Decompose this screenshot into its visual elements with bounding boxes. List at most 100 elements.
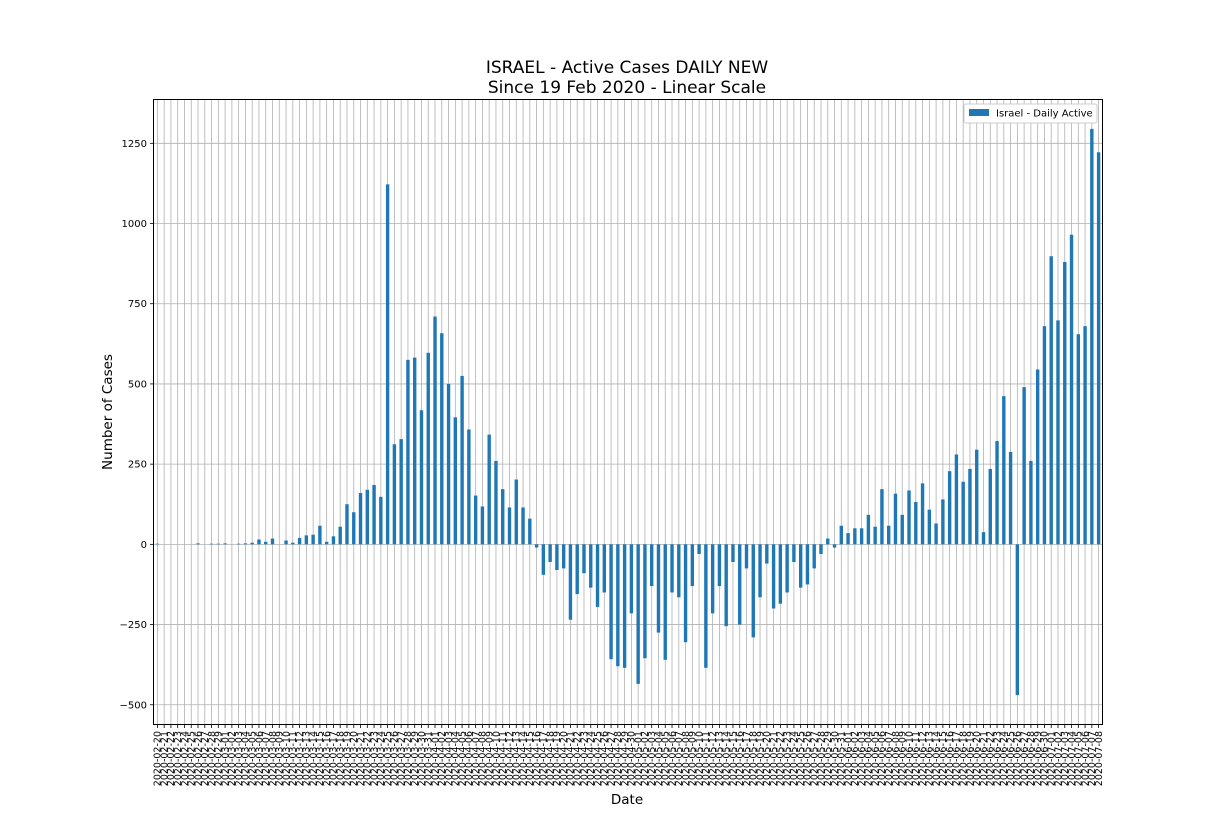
x-tick-label: 2020-04-09 — [484, 731, 495, 786]
x-tick-label: 2020-06-12 — [918, 731, 929, 786]
x-tick-label: 2020-05-26 — [803, 731, 814, 786]
x-tick-label: 2020-03-24 — [376, 731, 387, 786]
x-tick-label: 2020-03-09 — [275, 731, 286, 786]
x-tick-label: 2020-07-02 — [1053, 731, 1064, 786]
x-tick-label: 2020-03-07 — [261, 731, 272, 786]
bar — [792, 544, 796, 562]
bar — [419, 410, 424, 545]
x-tick-label: 2020-07-05 — [1074, 731, 1085, 786]
x-tick-label: 2020-05-18 — [749, 731, 760, 786]
x-tick-label: 2020-04-28 — [613, 731, 624, 786]
x-tick-label: 2020-04-19 — [552, 731, 563, 786]
x-tick-label: 2020-06-16 — [945, 731, 956, 786]
x-tick-label: 2020-06-01 — [843, 731, 854, 786]
x-tick-label: 2020-05-09 — [688, 731, 699, 786]
x-tick-label: 2020-06-26 — [1013, 731, 1024, 786]
x-tick-label: 2020-02-23 — [173, 731, 184, 786]
bar — [460, 375, 464, 545]
x-tick-label: 2020-02-21 — [159, 731, 170, 786]
x-tick-label: 2020-03-29 — [410, 731, 421, 786]
x-tick-label: 2020-07-01 — [1047, 731, 1058, 786]
x-tick-label: 2020-06-22 — [986, 731, 997, 786]
bar — [866, 514, 871, 545]
x-tick-label: 2020-05-28 — [816, 731, 827, 786]
x-tick-label: 2020-04-12 — [505, 731, 516, 786]
bar — [914, 501, 918, 545]
bar — [1083, 326, 1087, 545]
x-tick-label: 2020-03-03 — [234, 731, 245, 786]
x-tick-label: 2020-05-03 — [647, 731, 658, 786]
bar — [1035, 369, 1040, 545]
x-tick-label: 2020-02-25 — [187, 731, 198, 786]
bar — [521, 507, 525, 545]
x-tick-label: 2020-06-04 — [864, 731, 875, 786]
bar — [406, 359, 410, 545]
x-tick-label: 2020-06-25 — [1006, 731, 1017, 786]
bar — [501, 489, 505, 545]
bar — [467, 429, 471, 545]
x-tick-label: 2020-04-10 — [491, 731, 502, 786]
x-tick-label: 2020-04-17 — [539, 731, 550, 786]
bar — [379, 496, 383, 545]
x-tick-label: 2020-06-27 — [1019, 731, 1030, 786]
legend: Israel - Daily Active — [963, 103, 1098, 124]
x-tick-label: 2020-05-06 — [667, 731, 678, 786]
x-tick-label: 2020-05-16 — [735, 731, 746, 786]
bar — [399, 439, 403, 545]
x-tick-label: 2020-05-04 — [654, 731, 665, 786]
x-tick-label: 2020-06-06 — [877, 731, 888, 786]
x-tick-label: 2020-05-13 — [715, 731, 726, 786]
bar — [446, 383, 451, 545]
x-tick-label: 2020-06-14 — [931, 731, 942, 786]
x-tick-label: 2020-04-18 — [545, 731, 556, 786]
bar — [1096, 152, 1101, 545]
bar — [440, 333, 444, 545]
legend-swatch — [969, 109, 989, 116]
legend-label: Israel - Daily Active — [996, 109, 1093, 120]
x-tick-label: 2020-04-26 — [600, 731, 611, 786]
bar — [670, 544, 674, 593]
y-axis-ticks: −500 −250 0 250 500 750 1000 1250 — [120, 139, 154, 711]
x-tick-label: 2020-04-21 — [566, 731, 577, 786]
bar — [724, 544, 728, 627]
bar — [975, 449, 979, 545]
bar — [331, 536, 336, 545]
x-tick-label: 2020-03-19 — [342, 731, 353, 786]
x-tick-label: 2020-05-30 — [830, 731, 841, 786]
bar — [291, 542, 295, 545]
x-tick-label: 2020-06-05 — [870, 731, 881, 786]
bar — [853, 528, 857, 545]
bar — [568, 544, 573, 620]
x-tick-label: 2020-05-10 — [694, 731, 705, 786]
bar — [995, 441, 999, 545]
x-tick-label: 2020-03-22 — [363, 731, 374, 786]
bar — [785, 544, 789, 593]
bar — [1008, 451, 1013, 545]
bar — [1042, 326, 1047, 545]
x-tick-label: 2020-03-17 — [329, 731, 340, 786]
bar — [352, 512, 356, 545]
x-tick-label: 2020-04-20 — [559, 731, 570, 786]
x-tick-label: 2020-04-30 — [627, 731, 638, 786]
bar — [541, 544, 546, 575]
x-tick-label: 2020-05-23 — [782, 731, 793, 786]
bar — [947, 471, 952, 545]
bar — [738, 544, 742, 625]
bar — [365, 489, 369, 545]
x-tick-label: 2020-02-27 — [200, 731, 211, 786]
x-tick-label: 2020-04-29 — [620, 731, 631, 786]
bar — [155, 543, 160, 545]
x-tick-label: 2020-05-01 — [633, 731, 644, 786]
y-tick-label: 500 — [128, 379, 147, 390]
bar — [1076, 334, 1080, 545]
x-axis-ticks: 2020-02-202020-02-212020-02-222020-02-23… — [153, 724, 1105, 786]
bar — [270, 538, 275, 545]
x-tick-label: 2020-03-11 — [288, 731, 299, 786]
x-tick-label: 2020-05-12 — [708, 731, 719, 786]
bar — [961, 481, 965, 545]
bar — [629, 544, 634, 614]
bar — [1063, 262, 1067, 545]
legend-box — [963, 103, 1098, 124]
x-tick-label: 2020-04-02 — [437, 731, 448, 786]
